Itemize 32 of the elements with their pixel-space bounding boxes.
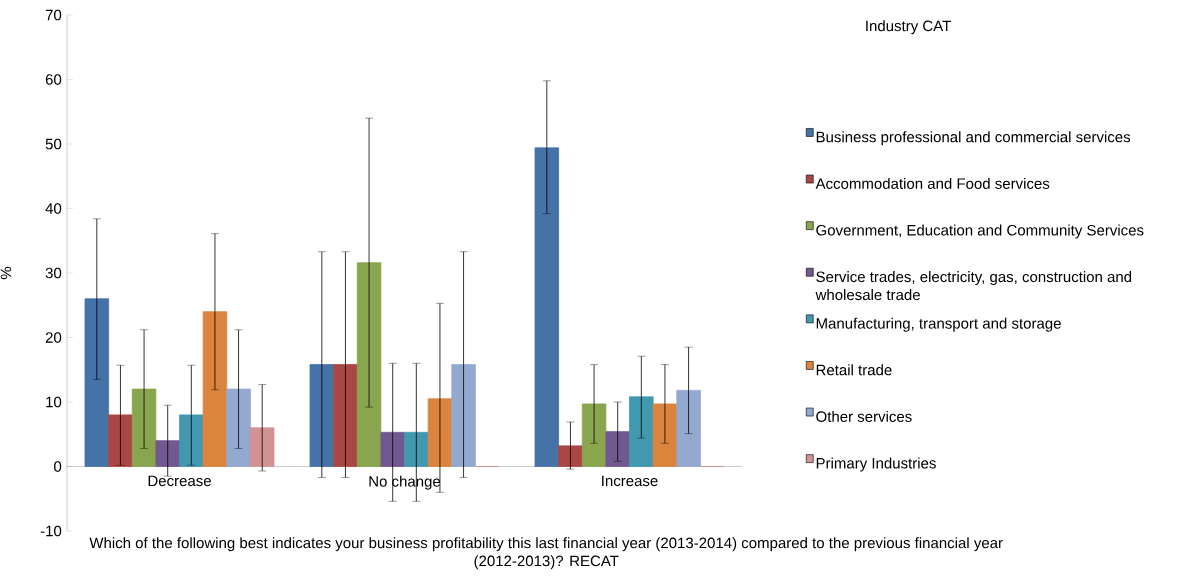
legend-label: Manufacturing, transport and storage [816,317,1061,332]
bar [534,147,560,467]
x-tick-label: Increase [602,475,658,487]
y-tick-label: 30 [45,267,62,279]
bar [84,298,110,467]
y-tick-label: 20 [45,332,62,343]
bar [380,431,405,467]
bar [333,364,358,467]
legend-label: Retail trade [816,364,892,376]
bar [427,398,453,467]
y-tick-label: -10 [40,525,62,537]
x-axis-title: Which of the following best indicates your business profitability this last financial year (2013-2014) compared to the previous financial year (2012-2013)? RECAT [89,537,1003,570]
legend-label: Business professional and commercial services [816,131,1131,146]
legend-title: Industry CAT [866,20,951,35]
legend-label: Primary Industries [816,457,936,472]
bar [404,431,429,467]
bar [249,427,275,467]
y-tick-label: 60 [45,74,62,85]
y-tick-label: 10 [46,396,62,408]
y-tick-label: 40 [45,203,62,214]
bar [451,364,476,467]
legend-label: Government, Education and Community Services [816,224,1144,239]
x-tick-label: Decrease [148,475,211,487]
y-tick-label: 0 [54,461,62,472]
y-tick-label: 70 [45,9,62,21]
y-tick-label: 50 [45,138,62,150]
y-axis-title: % [0,266,12,280]
legend-label: Accommodation and Food services [815,177,1050,189]
bar [155,440,180,467]
legend-label: Other services [816,410,912,422]
legend-label: Service trades, electricity, gas, construction and wholesale trade [815,271,1132,301]
bar [309,364,335,467]
